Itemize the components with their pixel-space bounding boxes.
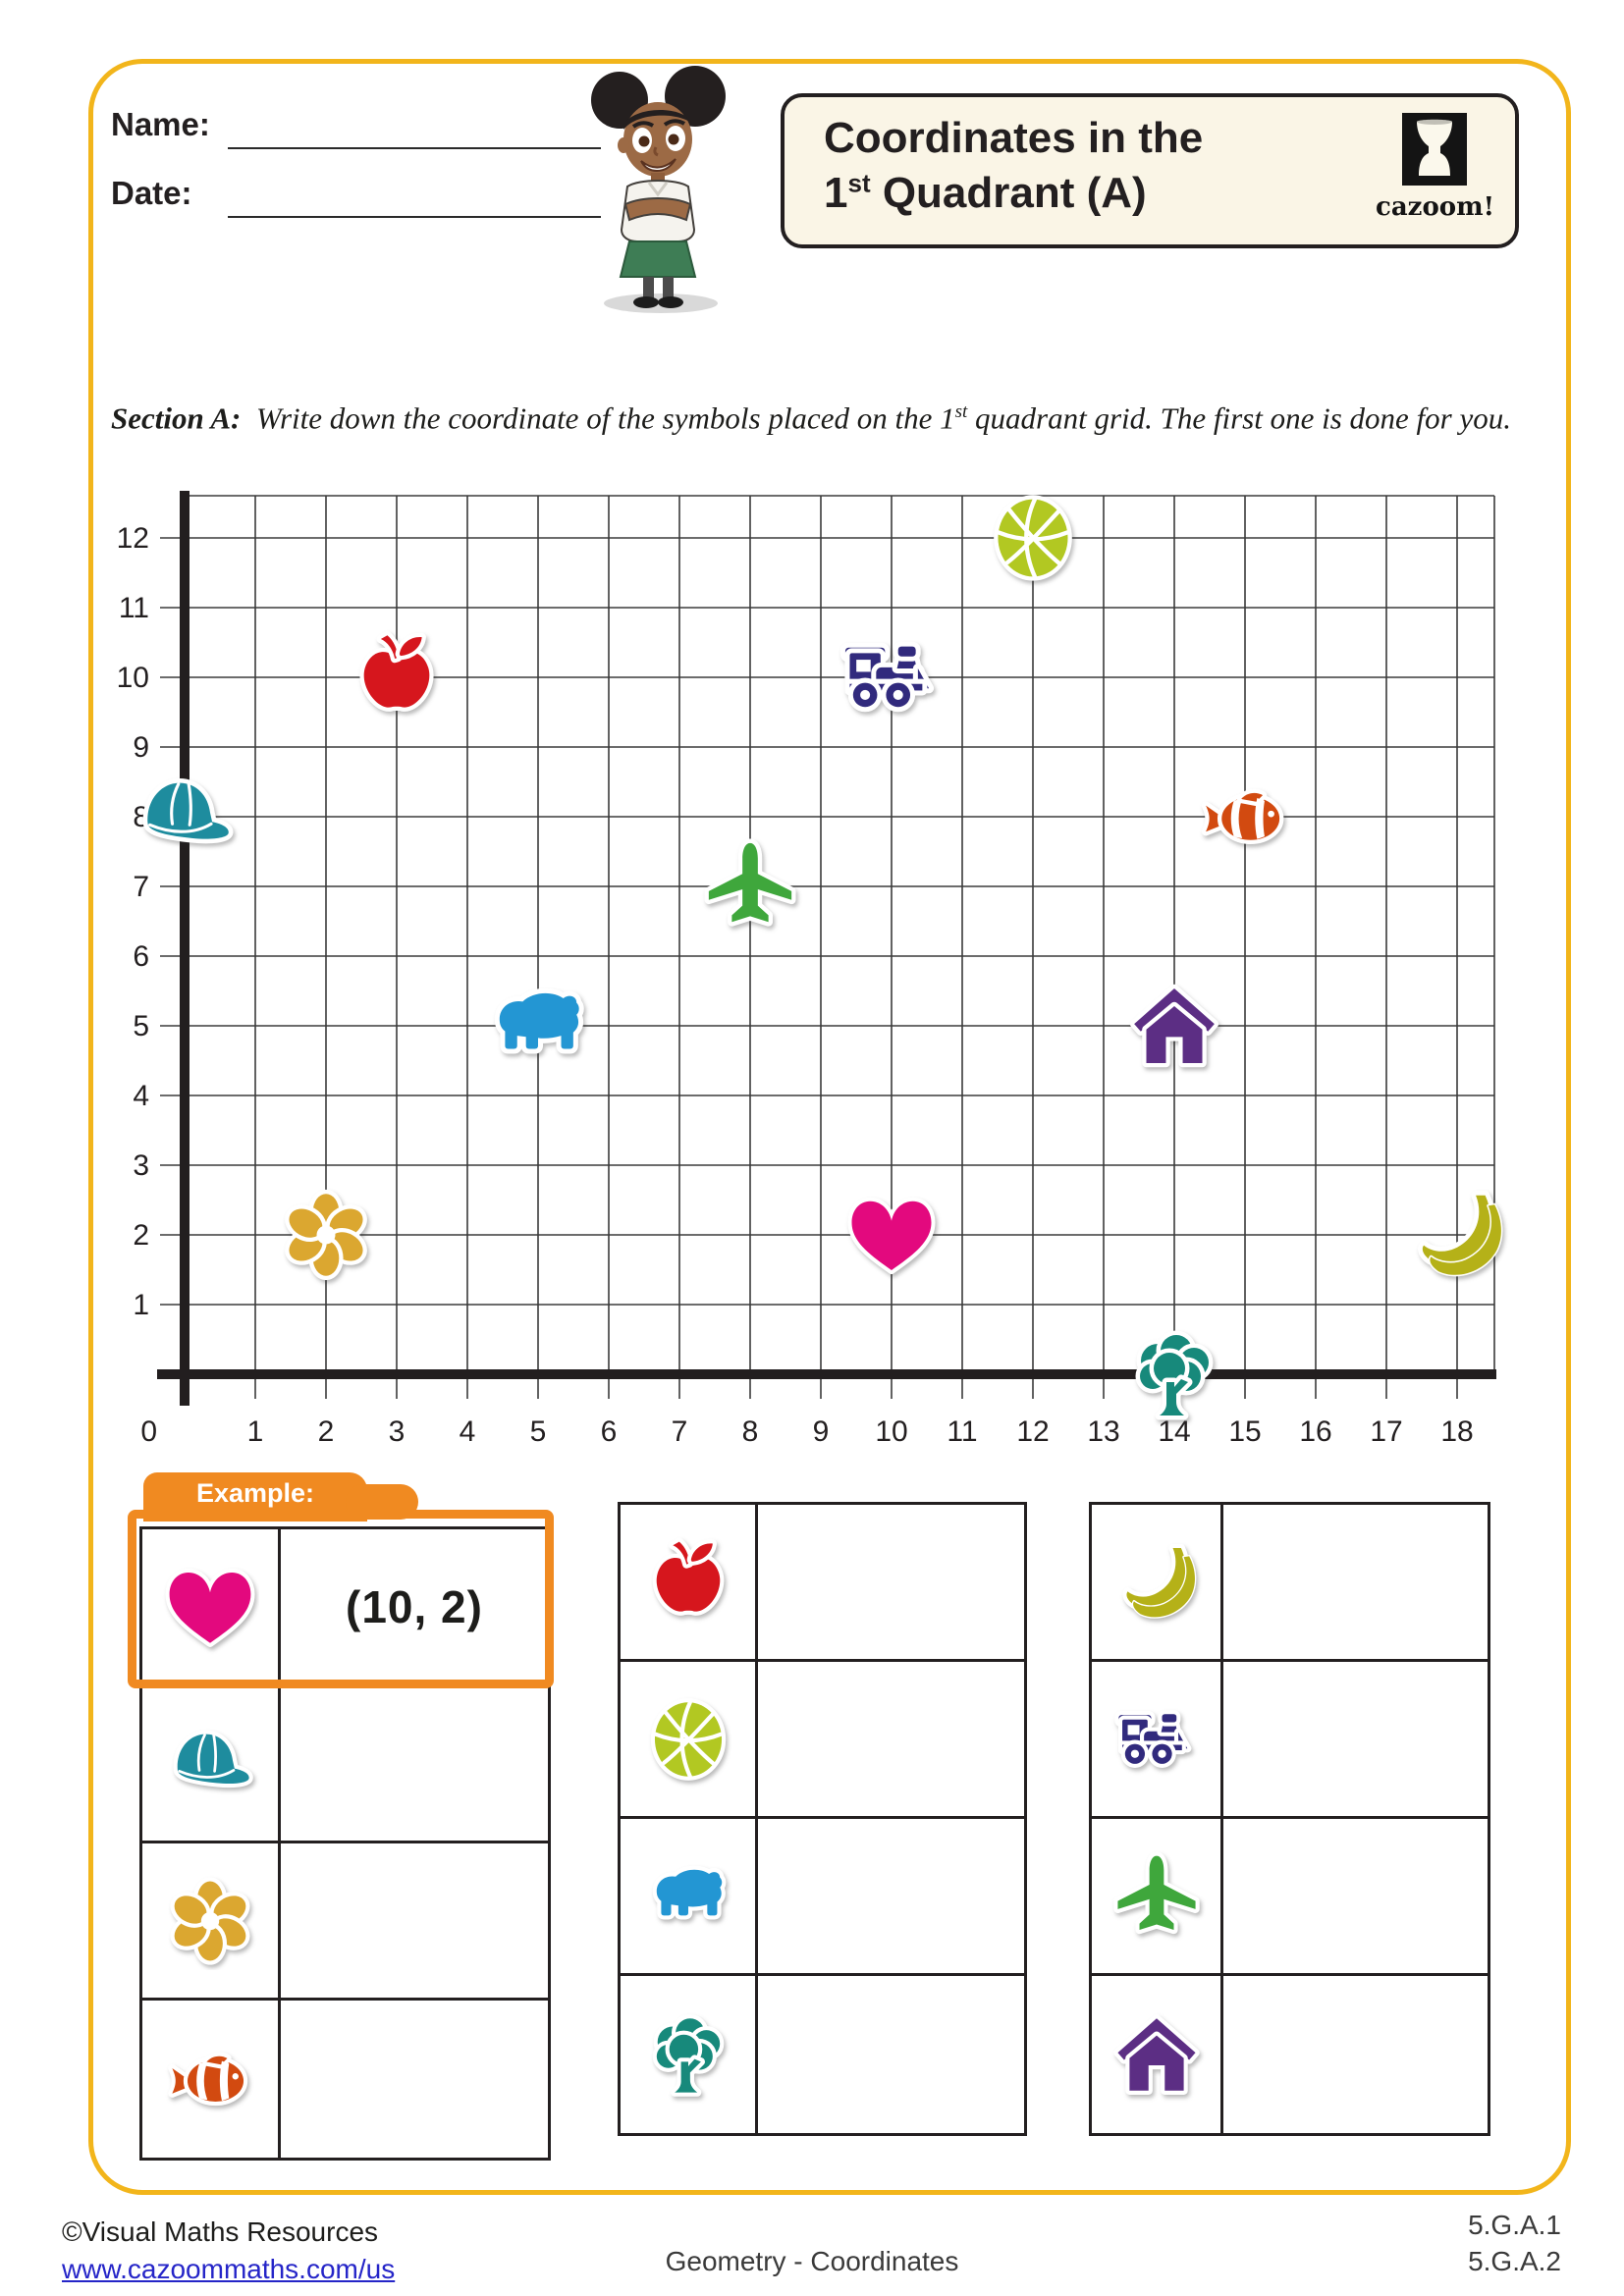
basketball-icon (639, 1690, 737, 1789)
symbol-cell-fish (142, 2001, 281, 2158)
symbol-cell-train (1092, 1662, 1223, 1816)
page-title: Coordinates in the 1st Quadrant (A) (824, 111, 1203, 221)
table-row (621, 1976, 1024, 2133)
plane-icon (1108, 1847, 1206, 1946)
name-input-line[interactable] (228, 147, 601, 149)
answer-cell-fish[interactable] (281, 2001, 548, 2158)
table-row (621, 1662, 1024, 1819)
page-title-line2: 1st Quadrant (A) (824, 168, 1147, 217)
cap-icon (161, 1715, 259, 1813)
symbol-cell-plane (1092, 1819, 1223, 1973)
answer-table-3 (1089, 1502, 1490, 2136)
cazoom-logo: cazoom! (1376, 113, 1495, 222)
house-icon (1108, 2005, 1206, 2104)
answer-cell-flower[interactable] (281, 1843, 548, 1998)
answer-cell-plane[interactable] (1223, 1819, 1488, 1973)
answer-table-1: (10, 2) (139, 1526, 551, 2161)
drum-icon (1402, 113, 1467, 186)
apple-icon (639, 1533, 737, 1631)
table-row (142, 1686, 548, 1843)
student-illustration (591, 66, 726, 313)
example-tab: Example: (143, 1472, 367, 1522)
table-row (621, 1505, 1024, 1662)
logo-text: cazoom! (1376, 192, 1495, 222)
footer-copyright: ©Visual Maths Resources (62, 2216, 379, 2247)
symbol-cell-flower (142, 1843, 281, 1998)
symbol-cell-bear (621, 1819, 758, 1973)
bear-icon (639, 1847, 737, 1946)
banana-icon (1108, 1533, 1206, 1631)
section-label: Section A: (111, 400, 242, 436)
date-input-line[interactable] (228, 216, 601, 218)
answer-cell-house[interactable] (1223, 1976, 1488, 2133)
answer-cell-banana[interactable] (1223, 1505, 1488, 1659)
table-row (142, 1843, 548, 2001)
symbol-cell-house (1092, 1976, 1223, 2133)
answer-cell-bear[interactable] (758, 1819, 1024, 1973)
symbol-cell-cap (142, 1686, 281, 1841)
example-tab-bump (346, 1484, 418, 1520)
answer-cell-cap[interactable] (281, 1686, 548, 1841)
symbol-cell-tree (621, 1976, 758, 2133)
symbol-cell-apple (621, 1505, 758, 1659)
table-row: (10, 2) (142, 1529, 548, 1686)
title-box: Coordinates in the 1st Quadrant (A) cazo… (781, 93, 1519, 248)
answer-cell-tree[interactable] (758, 1976, 1024, 2133)
symbol-cell-heart (142, 1529, 281, 1683)
table-row (621, 1819, 1024, 1976)
date-label: Date: (111, 175, 192, 211)
answer-cell-heart[interactable]: (10, 2) (281, 1529, 548, 1683)
flower-icon (161, 1872, 259, 1970)
section-instruction: Section A: Write down the coordinate of … (111, 400, 1511, 436)
name-label: Name: (111, 106, 210, 142)
page-border (88, 59, 1571, 2195)
table-row (1092, 1662, 1488, 1819)
answer-table-2 (618, 1502, 1027, 2136)
table-row (142, 2001, 548, 2158)
train-icon (1108, 1690, 1206, 1789)
answer-cell-train[interactable] (1223, 1662, 1488, 1816)
page-title-line1: Coordinates in the (824, 114, 1204, 162)
answer-cell-basketball[interactable] (758, 1662, 1024, 1816)
example-answer: (10, 2) (346, 1580, 483, 1632)
standard-code-2: 5.G.A.2 (1468, 2246, 1561, 2276)
table-row (1092, 1976, 1488, 2133)
footer-topic: Geometry - Coordinates (665, 2246, 959, 2276)
table-row (1092, 1505, 1488, 1662)
footer-copyright-block: ©Visual Maths Resources www.cazoommaths.… (62, 2214, 395, 2288)
fish-icon (161, 2030, 259, 2128)
footer-link[interactable]: www.cazoommaths.com/us (62, 2254, 396, 2284)
standard-code-1: 5.G.A.1 (1468, 2210, 1561, 2240)
answer-cell-apple[interactable] (758, 1505, 1024, 1659)
heart-icon (161, 1558, 259, 1656)
symbol-cell-banana (1092, 1505, 1223, 1659)
footer-standards: 5.G.A.1 5.G.A.2 (1468, 2207, 1561, 2279)
tree-icon (639, 2005, 737, 2104)
table-row (1092, 1819, 1488, 1976)
symbol-cell-basketball (621, 1662, 758, 1816)
